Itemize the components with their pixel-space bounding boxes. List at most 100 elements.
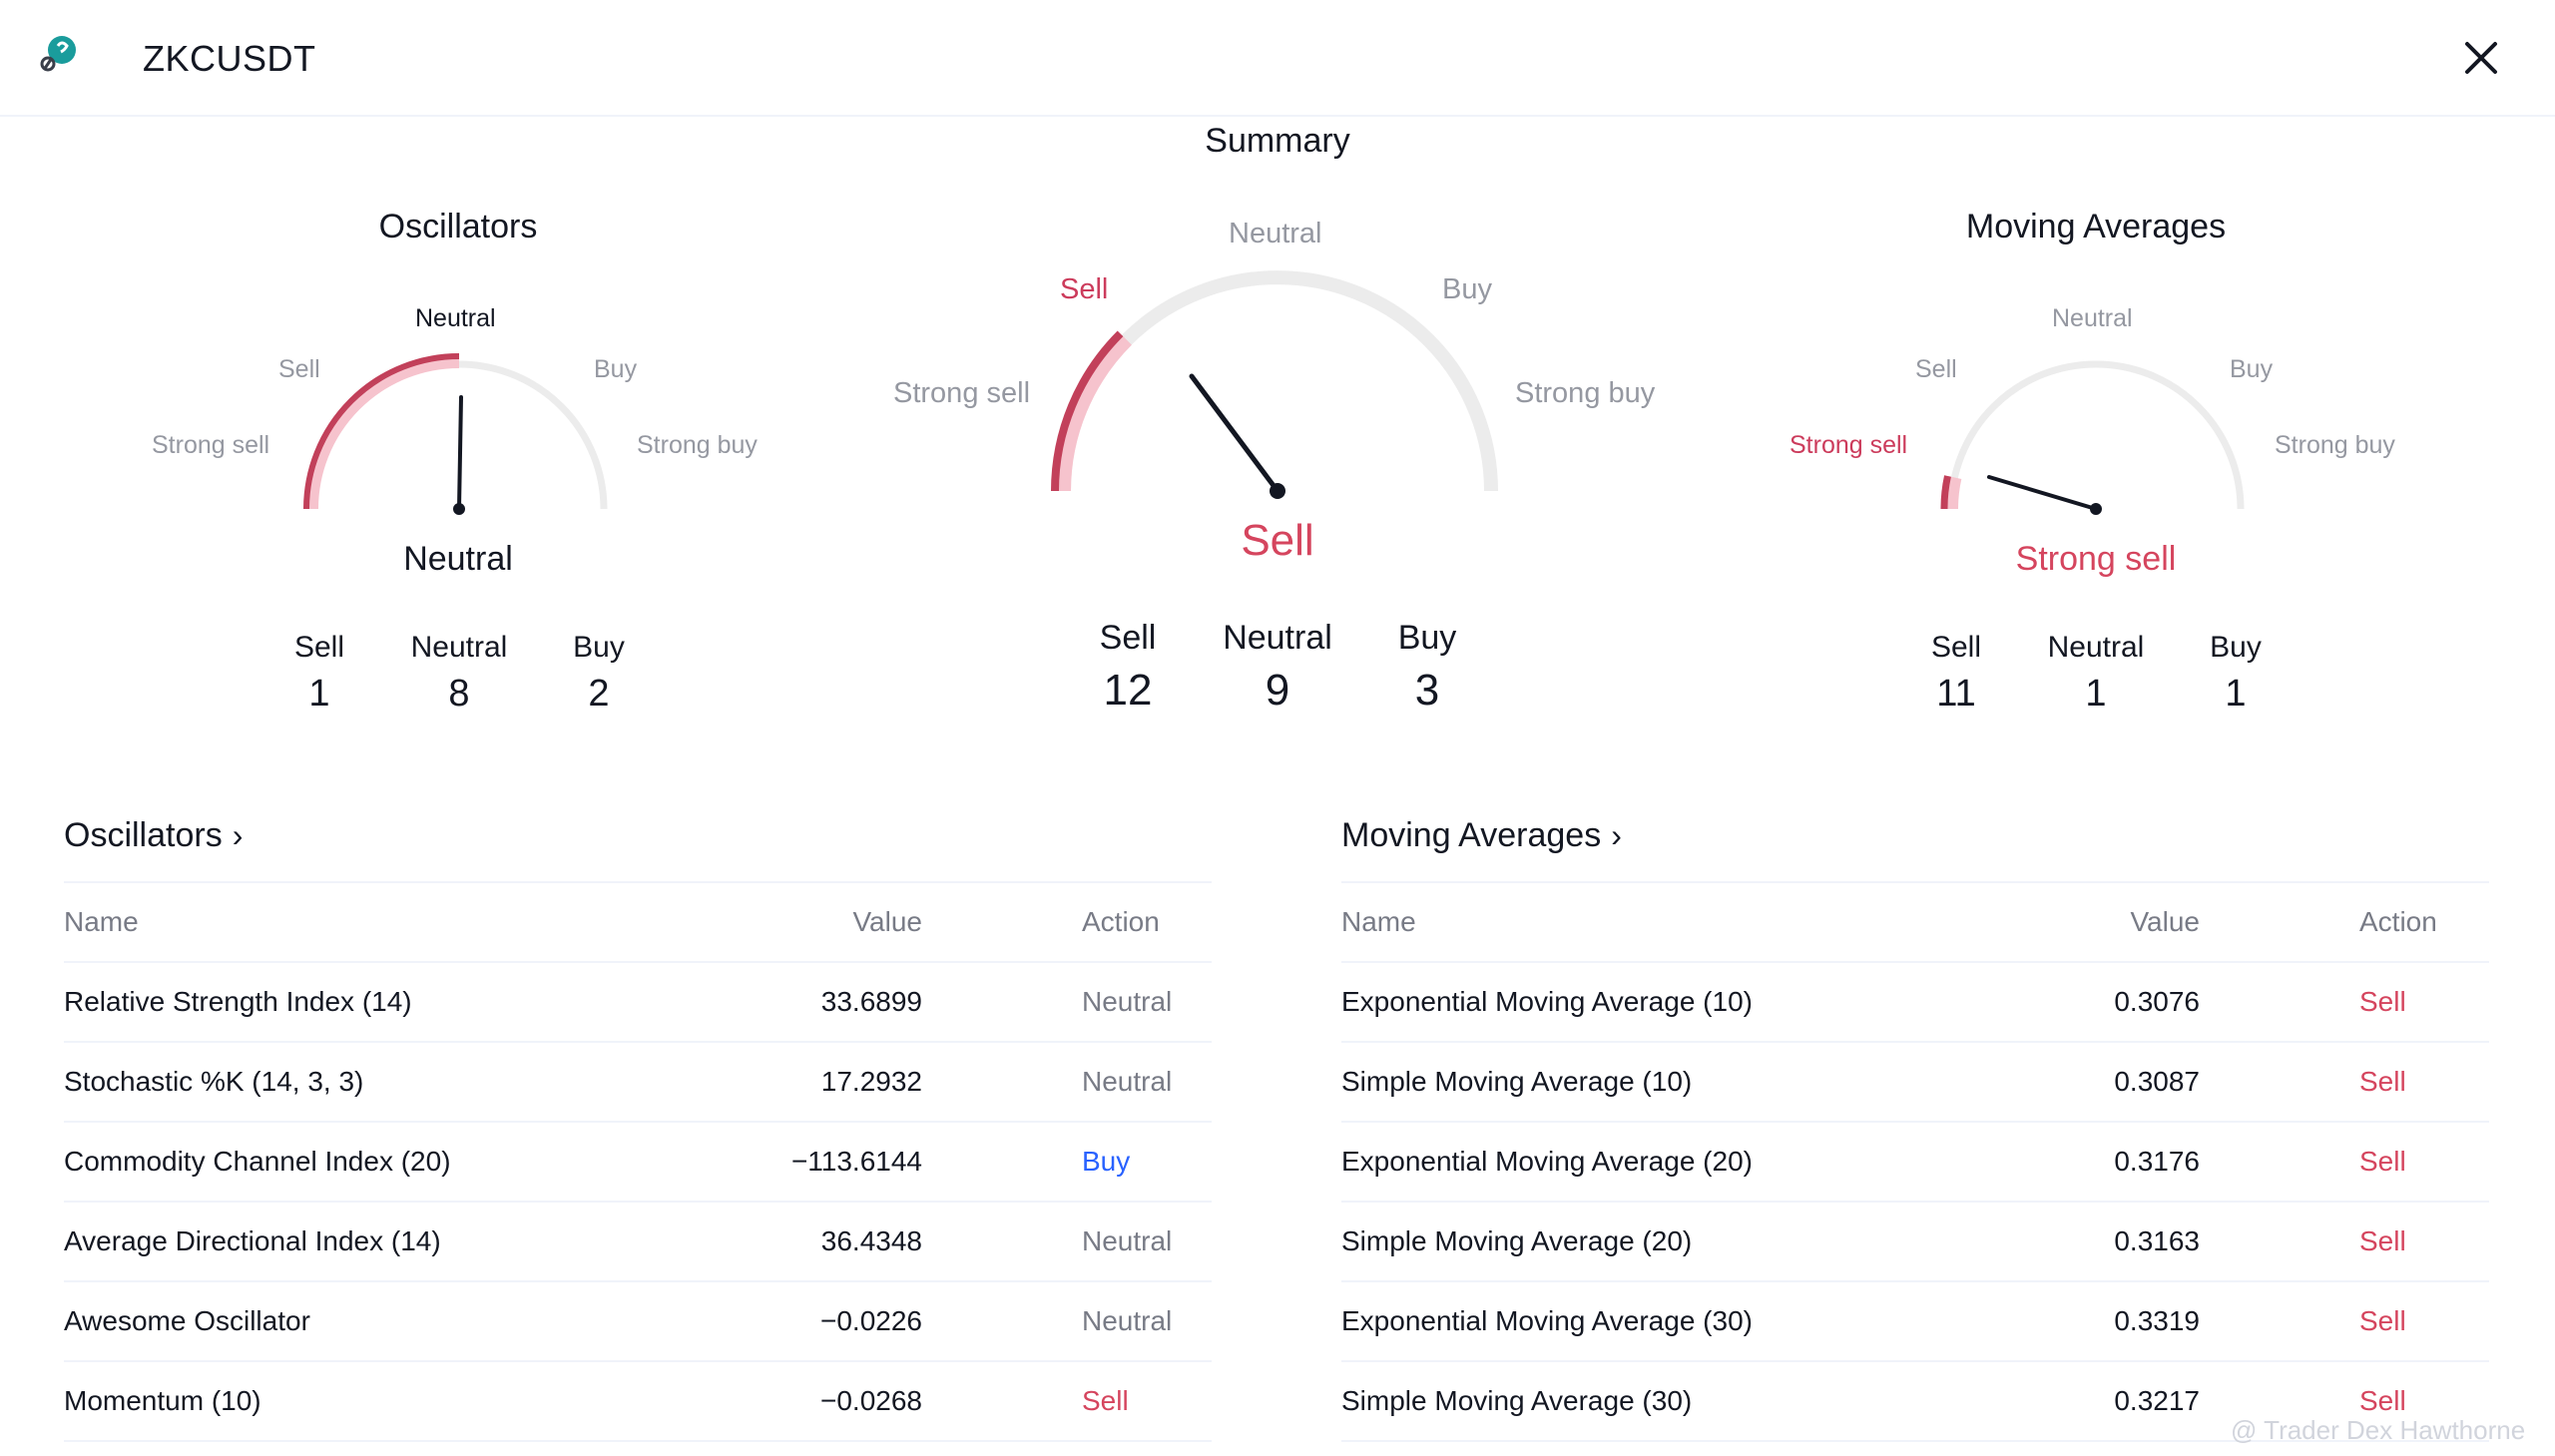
indicator-action: Neutral (922, 1042, 1212, 1123)
indicator-value: 0.3163 (1900, 1202, 2200, 1282)
indicator-action: Sell (2200, 962, 2489, 1043)
header-name: Name (64, 881, 623, 963)
header-action: Action (2200, 881, 2489, 963)
gauge-label-buy: Buy (2230, 355, 2274, 383)
indicator-value: 17.2932 (623, 1042, 922, 1123)
gauge-zone-light (1944, 475, 1962, 510)
indicator-value: 0.3076 (1900, 962, 2200, 1043)
gauge-label-neutral: Neutral (1229, 218, 1322, 249)
count-sell-label: Sell (293, 631, 345, 664)
indicator-action: Sell (2200, 1122, 2489, 1203)
gauge-label-neutral: Neutral (415, 304, 496, 332)
gauge-needle (1189, 373, 1280, 494)
ma-gauge-title: Moving Averages (1965, 208, 2227, 245)
chevron-right-icon: › (232, 817, 244, 853)
count-buy-label: Buy (1397, 619, 1457, 657)
table-row: Exponential Moving Average (30) 0.3319 Sel… (1341, 1281, 2489, 1362)
chevron-right-icon: › (1611, 817, 1622, 853)
table-header-row: Name Value Action (1341, 881, 2489, 963)
indicator-name: Exponential Moving Average (20) (1341, 1122, 1900, 1203)
table-row: Commodity Channel Index (20) −113.6144 Buy (64, 1122, 1212, 1203)
summary-title: Summary (1205, 122, 1350, 160)
close-icon[interactable] (2457, 34, 2505, 82)
oscillators-verdict: Neutral (403, 540, 513, 578)
gauge-pivot (453, 503, 465, 515)
gauge-track (1057, 270, 1498, 492)
gauge-label-buy: Buy (594, 355, 638, 383)
coin-logo-icon (40, 36, 76, 72)
indicator-value: 0.3217 (1900, 1361, 2200, 1442)
header-value: Value (623, 881, 922, 963)
indicator-name: Average Directional Index (14) (64, 1202, 623, 1282)
indicator-name: Simple Moving Average (30) (1341, 1361, 1900, 1442)
table-row: Simple Moving Average (30) 0.3217 Sell (1341, 1361, 2489, 1442)
gauge-label-sell: Sell (278, 355, 320, 383)
count-neutral-value: 9 (1265, 666, 1290, 715)
indicator-value: −0.0268 (623, 1361, 922, 1442)
indicator-action: Sell (2200, 1042, 2489, 1123)
indicator-action: Sell (2200, 1361, 2489, 1442)
indicator-value: −0.0226 (623, 1281, 922, 1362)
indicator-action: Buy (922, 1122, 1212, 1203)
gauge-needle (1987, 475, 2098, 511)
table-row: Simple Moving Average (10) 0.3087 Sell (1341, 1042, 2489, 1123)
count-sell-value: 11 (1936, 673, 1976, 715)
header-name: Name (1341, 881, 1900, 963)
count-sell-value: 1 (308, 673, 330, 715)
table-row: Simple Moving Average (20) 0.3163 Sell (1341, 1202, 2489, 1282)
table-row: Average Directional Index (14) 36.4348 Neu… (64, 1202, 1212, 1282)
ma-table: Name Value Action Exponential Moving Ave… (1341, 881, 2489, 1442)
gauge-label-sell: Sell (1915, 355, 1957, 383)
symbol-title: ZKCUSDT (143, 38, 316, 79)
indicator-value: 0.3087 (1900, 1042, 2200, 1123)
gauge-label-sell: Sell (1060, 273, 1109, 305)
gauge-label-buy: Buy (1442, 273, 1492, 305)
indicator-name: Awesome Oscillator (64, 1281, 623, 1362)
count-buy-label: Buy (573, 631, 625, 664)
oscillators-table: Name Value Action Relative Strength Inde… (64, 881, 1212, 1442)
oscillators-section-title: Oscillators (64, 816, 223, 854)
oscillators-gauge-title: Oscillators (378, 208, 538, 245)
ma-section-title: Moving Averages (1341, 816, 1602, 854)
indicator-action: Sell (922, 1361, 1212, 1442)
table-row: Momentum (10) −0.0268 Sell (64, 1361, 1212, 1442)
count-sell-label: Sell (1930, 631, 1982, 664)
oscillators-section-link[interactable]: Oscillators › (64, 816, 243, 855)
oscillators-counts: Sell 1 Neutral 8 Buy 2 (259, 631, 659, 716)
gauge-label-strong-sell: Strong sell (1789, 431, 1908, 459)
count-sell-label: Sell (1099, 619, 1157, 657)
table-row: Relative Strength Index (14) 33.6899 Neutr… (64, 962, 1212, 1043)
gauge-needle (457, 395, 463, 511)
table-row: Exponential Moving Average (10) 0.3076 Sel… (1341, 962, 2489, 1043)
gauge-label-neutral: Neutral (2052, 304, 2133, 332)
count-buy-value: 2 (588, 673, 610, 715)
indicator-name: Momentum (10) (64, 1361, 623, 1442)
count-neutral-value: 8 (448, 673, 470, 715)
summary-counts: Sell 12 Neutral 9 Buy 3 (1058, 619, 1497, 716)
indicator-name: Simple Moving Average (10) (1341, 1042, 1900, 1123)
summary-gauge (1051, 270, 1498, 499)
indicator-name: Relative Strength Index (14) (64, 962, 623, 1043)
indicator-action: Neutral (922, 1281, 1212, 1362)
indicator-name: Commodity Channel Index (20) (64, 1122, 623, 1203)
indicator-action: Sell (2200, 1281, 2489, 1362)
gauge-label-strong-buy: Strong buy (1515, 377, 1656, 409)
indicator-value: 0.3319 (1900, 1281, 2200, 1362)
gauge-label-strong-sell: Strong sell (893, 377, 1031, 409)
indicator-value: 33.6899 (623, 962, 922, 1043)
table-header-row: Name Value Action (64, 881, 1212, 963)
gauge-pivot (2090, 503, 2102, 515)
indicator-name: Stochastic %K (14, 3, 3) (64, 1042, 623, 1123)
count-neutral-label: Neutral (1223, 619, 1332, 657)
watermark: @ Trader Dex Hawthorne (2231, 1415, 2526, 1445)
table-row: Awesome Oscillator −0.0226 Neutral (64, 1281, 1212, 1362)
ma-verdict: Strong sell (2015, 540, 2177, 578)
ma-section-link[interactable]: Moving Averages › (1341, 816, 1622, 855)
indicator-action: Neutral (922, 1202, 1212, 1282)
dialog-header: ZKCUSDT (0, 0, 2555, 117)
indicator-name: Simple Moving Average (20) (1341, 1202, 1900, 1282)
header-value: Value (1900, 881, 2200, 963)
gauge-zone-strong (303, 353, 460, 510)
ma-gauge (1940, 360, 2245, 515)
indicator-value: 0.3176 (1900, 1122, 2200, 1203)
